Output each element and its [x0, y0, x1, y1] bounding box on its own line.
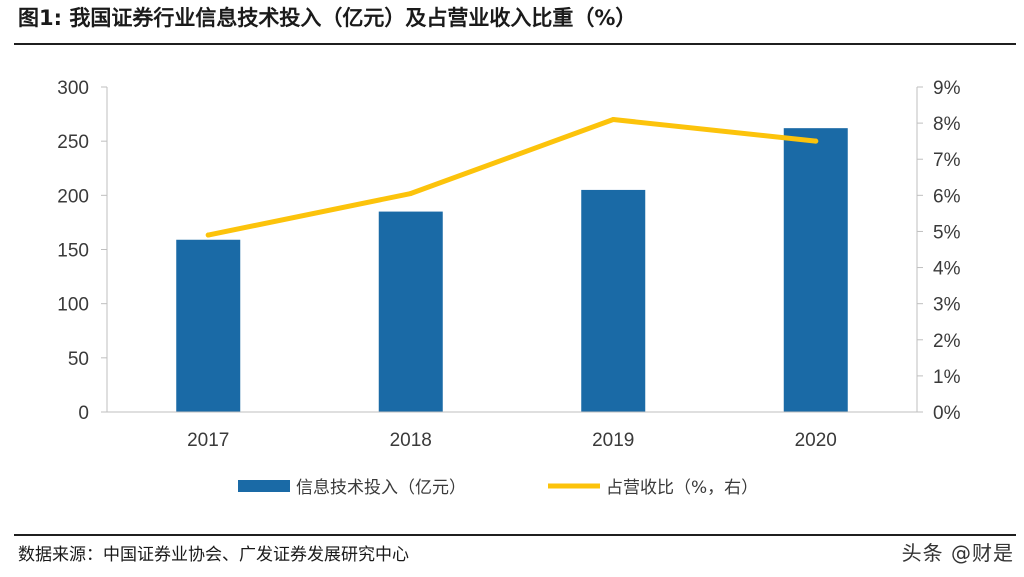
- legend-bar-label: 信息技术投入（亿元）: [296, 478, 466, 498]
- bar-2017: [176, 239, 241, 412]
- right-y-axis: 0% 1% 2% 3% 4% 5% 6% 7% 8% 9%: [916, 78, 961, 424]
- left-axis-tick-label: 300: [57, 78, 89, 99]
- right-axis-tick-label: 2%: [933, 331, 961, 352]
- x-axis-labels: 2017 2018 2019 2020: [187, 430, 837, 451]
- line-series: [205, 117, 819, 238]
- legend-line-label: 占营收比（%，右）: [606, 478, 758, 498]
- right-axis-tick-label: 7%: [933, 150, 961, 171]
- bar-2018: [378, 211, 443, 412]
- legend-bar-swatch: [238, 480, 290, 492]
- x-axis-label-2020: 2020: [795, 430, 837, 451]
- left-axis-tick-label: 100: [57, 295, 89, 316]
- legend: 信息技术投入（亿元） 占营收比（%，右）: [238, 478, 758, 498]
- right-axis-tick-label: 5%: [933, 222, 961, 243]
- left-axis-tick-label: 0: [78, 403, 89, 424]
- x-axis-label-2017: 2017: [187, 430, 229, 451]
- line-point-2017: [205, 232, 211, 238]
- right-axis-tick-label: 3%: [933, 295, 961, 316]
- left-axis-tick-label: 200: [57, 186, 89, 207]
- x-axis-label-2018: 2018: [390, 430, 432, 451]
- right-axis-tick-label: 6%: [933, 186, 961, 207]
- x-axis-label-2019: 2019: [592, 430, 634, 451]
- right-axis-tick-label: 4%: [933, 259, 961, 280]
- line-point-2019: [610, 117, 616, 122]
- right-axis-tick-label: 9%: [933, 78, 961, 99]
- bar-series: [176, 128, 848, 412]
- top-rule: [14, 43, 1016, 45]
- right-axis-tick-label: 1%: [933, 367, 961, 388]
- right-axis-tick-label: 8%: [933, 114, 961, 135]
- bar-2019: [581, 189, 646, 412]
- left-axis-tick-label: 50: [68, 349, 89, 370]
- left-y-axis: 0 50 100 150 200 250 300: [57, 78, 108, 424]
- watermark: 头条 @财是: [901, 541, 1014, 565]
- source-note: 数据来源：中国证券业协会、广发证券发展研究中心: [18, 545, 409, 565]
- bottom-rule: [14, 534, 1016, 536]
- line-point-2020: [813, 138, 819, 144]
- right-axis-tick-label: 0%: [933, 403, 961, 424]
- bar-2020: [783, 128, 848, 412]
- line-path: [205, 117, 819, 238]
- line-point-2018: [408, 191, 414, 197]
- figure-title: 图1: 我国证券行业信息技术投入（亿元）及占营业收入比重（%）: [18, 6, 637, 30]
- left-axis-tick-label: 150: [57, 241, 89, 262]
- left-axis-tick-label: 250: [57, 132, 89, 153]
